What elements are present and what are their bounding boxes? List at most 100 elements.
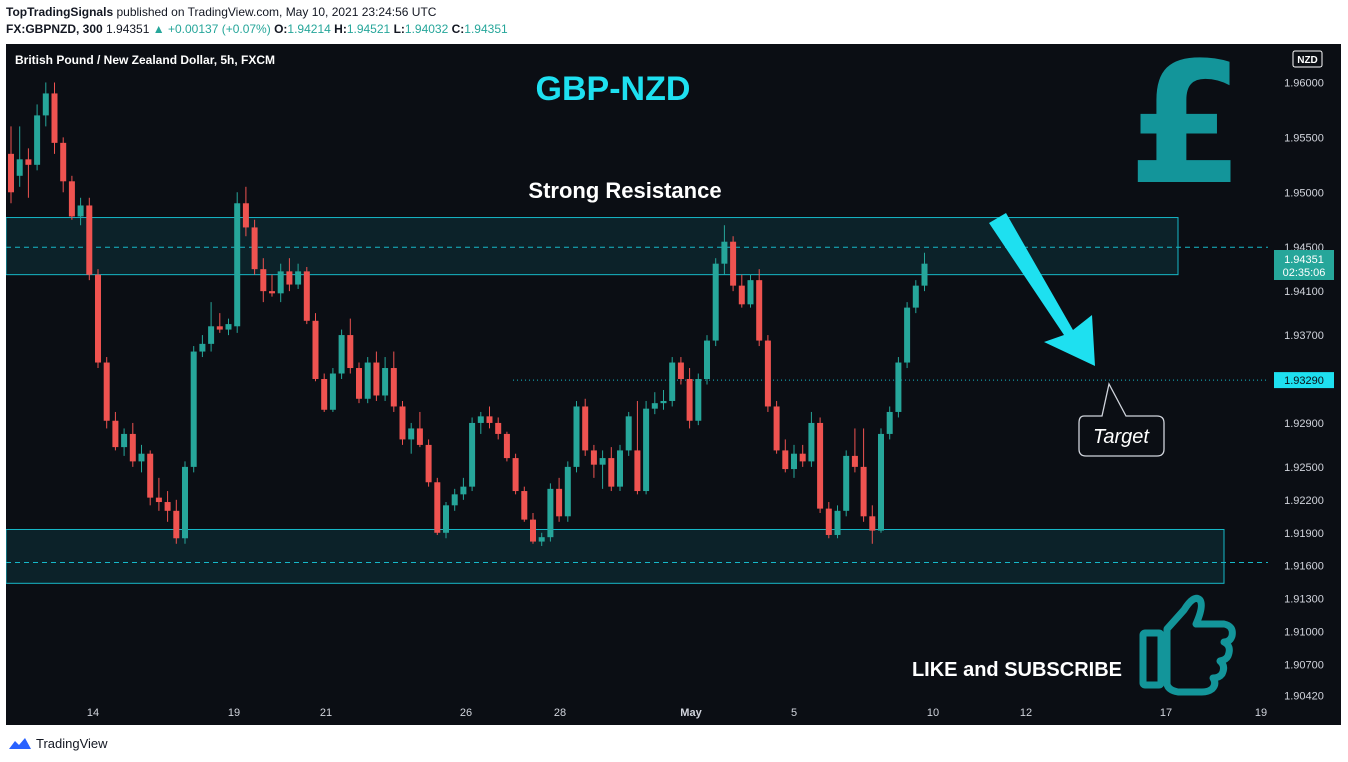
candle-body: [590, 450, 597, 465]
countdown-label: 02:35:06: [1283, 267, 1326, 279]
candle-body: [234, 203, 241, 327]
target-callout: Target: [1078, 382, 1165, 457]
publisher-name[interactable]: TopTradingSignals: [6, 5, 114, 19]
footer-brand: TradingView: [8, 736, 108, 751]
candle-body: [730, 241, 737, 286]
candle-body: [399, 406, 406, 440]
candle-body: [260, 269, 267, 292]
time-tick-label: May: [680, 707, 702, 719]
candle-body: [764, 340, 771, 407]
time-axis[interactable]: 14 19 21 26 28 May 5 10 12 17 19: [87, 707, 1267, 719]
high-label: H:: [334, 22, 347, 36]
candle-body: [95, 274, 101, 363]
candle-body: [564, 466, 571, 517]
time-tick-label: 21: [320, 707, 332, 719]
candle-body: [16, 159, 23, 176]
low-value: 1.94032: [404, 22, 449, 36]
candle-body: [738, 285, 745, 305]
candle-body: [129, 433, 136, 462]
candle-body: [68, 181, 75, 217]
candle-body: [625, 416, 632, 451]
candle-body: [817, 422, 824, 509]
price-chart[interactable]: British Pound / New Zealand Dollar, 5h, …: [6, 44, 1341, 725]
candle-body: [347, 335, 354, 369]
candle-body: [173, 510, 180, 539]
candle-body: [182, 466, 188, 539]
candle-body: [460, 486, 467, 495]
time-tick-label: 28: [554, 707, 566, 719]
time-tick-label: 19: [1255, 707, 1267, 719]
candle-body: [382, 368, 389, 396]
candle-body: [312, 320, 319, 380]
candle-body: [651, 403, 658, 409]
price-tick-label: 1.95500: [1284, 132, 1324, 144]
candle-body: [121, 433, 128, 448]
candle-body: [103, 362, 110, 421]
candle-body: [530, 519, 536, 542]
candle-body: [834, 510, 841, 535]
candle-body: [503, 433, 510, 459]
candle-body: [277, 271, 284, 294]
time-tick-label: 19: [228, 707, 240, 719]
candle-body: [643, 408, 650, 492]
candle-body: [147, 453, 154, 498]
candle-body: [599, 458, 606, 465]
price-tick-label: 1.91900: [1284, 528, 1324, 540]
candle-body: [660, 400, 667, 404]
candle-body: [825, 508, 832, 535]
candle-body: [538, 537, 545, 542]
price-tick-label: 1.93700: [1284, 330, 1324, 342]
candle-body: [443, 505, 449, 533]
candle-body: [886, 411, 893, 434]
candle-body: [547, 488, 554, 538]
price-axis[interactable]: 1.960001.955001.950001.945001.941001.937…: [1284, 77, 1324, 702]
candle-body: [164, 502, 171, 511]
candle-body: [869, 516, 876, 531]
candle-body: [60, 142, 67, 182]
candle-body: [373, 362, 380, 396]
candle-body: [329, 373, 336, 410]
time-tick-label: 12: [1020, 707, 1032, 719]
candle-body: [808, 422, 815, 462]
candle-body: [469, 422, 476, 487]
candle-body: [486, 416, 493, 423]
candle-body: [338, 335, 345, 374]
price-tick-label: 1.90420: [1284, 690, 1324, 702]
candle-body: [303, 271, 310, 321]
tradingview-logo-icon: [9, 737, 31, 749]
candle-body: [286, 271, 293, 285]
candle-body: [686, 379, 693, 421]
price-tick-label: 1.91000: [1284, 627, 1324, 639]
candle-body: [799, 453, 806, 462]
candle-body: [242, 203, 249, 228]
time-tick-label: 10: [927, 707, 939, 719]
time-tick-label: 5: [791, 707, 797, 719]
price-tick-label: 1.90700: [1284, 660, 1324, 672]
candle-body: [477, 416, 484, 423]
price-tick-label: 1.92900: [1284, 418, 1324, 430]
support-zone[interactable]: [6, 528, 1225, 584]
candle-body: [921, 263, 928, 286]
candle-body: [216, 326, 223, 330]
candle-body: [416, 428, 423, 445]
candle-body: [434, 482, 441, 533]
target-price-tag: 1.93290: [1274, 372, 1334, 389]
candle-body: [582, 406, 589, 451]
symbol-label: FX:GBPNZD, 300: [6, 22, 103, 36]
cta-label: LIKE and SUBSCRIBE: [912, 659, 1122, 681]
candle-body: [155, 497, 162, 503]
resistance-label: Strong Resistance: [528, 178, 721, 203]
candle-body: [208, 326, 215, 344]
resistance-zone[interactable]: [6, 217, 1179, 276]
candle-body: [8, 153, 14, 193]
candle-body: [895, 362, 902, 412]
high-value: 1.94521: [346, 22, 391, 36]
candle-body: [425, 444, 432, 483]
candle-body: [756, 280, 763, 341]
currency-badge-label: NZD: [1297, 55, 1318, 66]
candle-body: [295, 271, 302, 285]
candle-body: [86, 205, 93, 275]
time-tick-label: 17: [1160, 707, 1172, 719]
candle-body: [704, 340, 710, 380]
candle-body: [712, 263, 719, 341]
